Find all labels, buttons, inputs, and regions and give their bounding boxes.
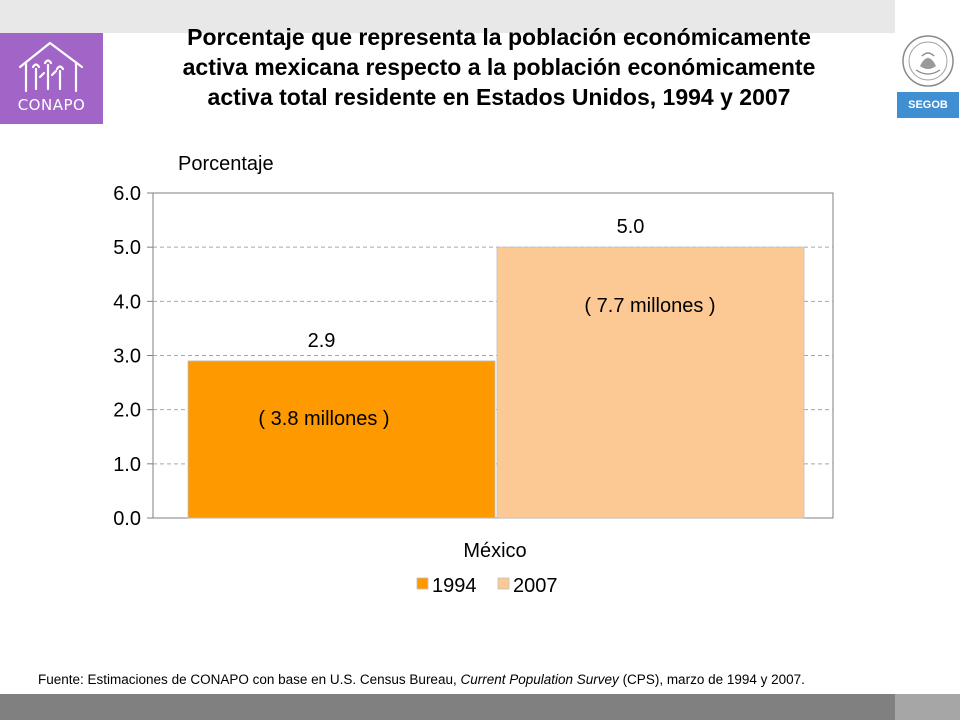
legend-swatch-1994 xyxy=(416,577,429,590)
annotation-1994: ( 3.8 millones ) xyxy=(258,408,389,430)
source-prefix: Fuente: Estimaciones de CONAPO con base … xyxy=(38,672,461,687)
y-tick-label: 3.0 xyxy=(113,346,141,368)
y-tick-label: 1.0 xyxy=(113,454,141,476)
seal-icon xyxy=(902,35,954,87)
conapo-logo: CONAPO xyxy=(0,33,103,124)
y-tick-label: 5.0 xyxy=(113,237,141,259)
legend-label-1994: 1994 xyxy=(432,575,477,597)
top-band xyxy=(0,0,895,33)
data-label-1994: 2.9 xyxy=(308,330,336,352)
y-tick-label: 0.0 xyxy=(113,508,141,530)
conapo-wordmark: CONAPO xyxy=(17,96,86,114)
page-title: Porcentaje que representa la población e… xyxy=(105,22,893,112)
right-strip xyxy=(895,0,960,720)
y-tick-label: 4.0 xyxy=(113,291,141,313)
bottom-band-right xyxy=(895,694,960,720)
legend-swatch-2007 xyxy=(497,577,510,590)
legend-label-2007: 2007 xyxy=(513,575,558,597)
annotation-2007: ( 7.7 millones ) xyxy=(584,295,715,317)
title-line-1: Porcentaje que representa la población e… xyxy=(187,24,811,50)
bottom-band xyxy=(0,694,895,720)
data-label-2007: 5.0 xyxy=(617,216,645,238)
y-tick-label: 6.0 xyxy=(113,183,141,205)
title-line-3: activa total residente en Estados Unidos… xyxy=(207,84,791,110)
y-tick-label: 2.0 xyxy=(113,400,141,422)
bar-chart: 0.0 1.0 2.0 3.0 4.0 5.0 6.0 Porcentaje 2.9 ( 3.8 … xyxy=(113,153,834,597)
title-line-2: activa mexicana respecto a la población … xyxy=(182,54,816,80)
source-italic: Current Population Survey xyxy=(460,672,619,687)
segob-badge: SEGOB xyxy=(897,92,959,118)
bar-1994 xyxy=(187,360,496,519)
source-suffix: (CPS), marzo de 1994 y 2007. xyxy=(618,672,805,687)
x-category-label: México xyxy=(463,540,526,562)
source-note: Fuente: Estimaciones de CONAPO con base … xyxy=(38,672,938,687)
y-axis-label: Porcentaje xyxy=(178,153,274,175)
house-icon xyxy=(18,41,84,93)
bar-2007 xyxy=(496,246,805,519)
